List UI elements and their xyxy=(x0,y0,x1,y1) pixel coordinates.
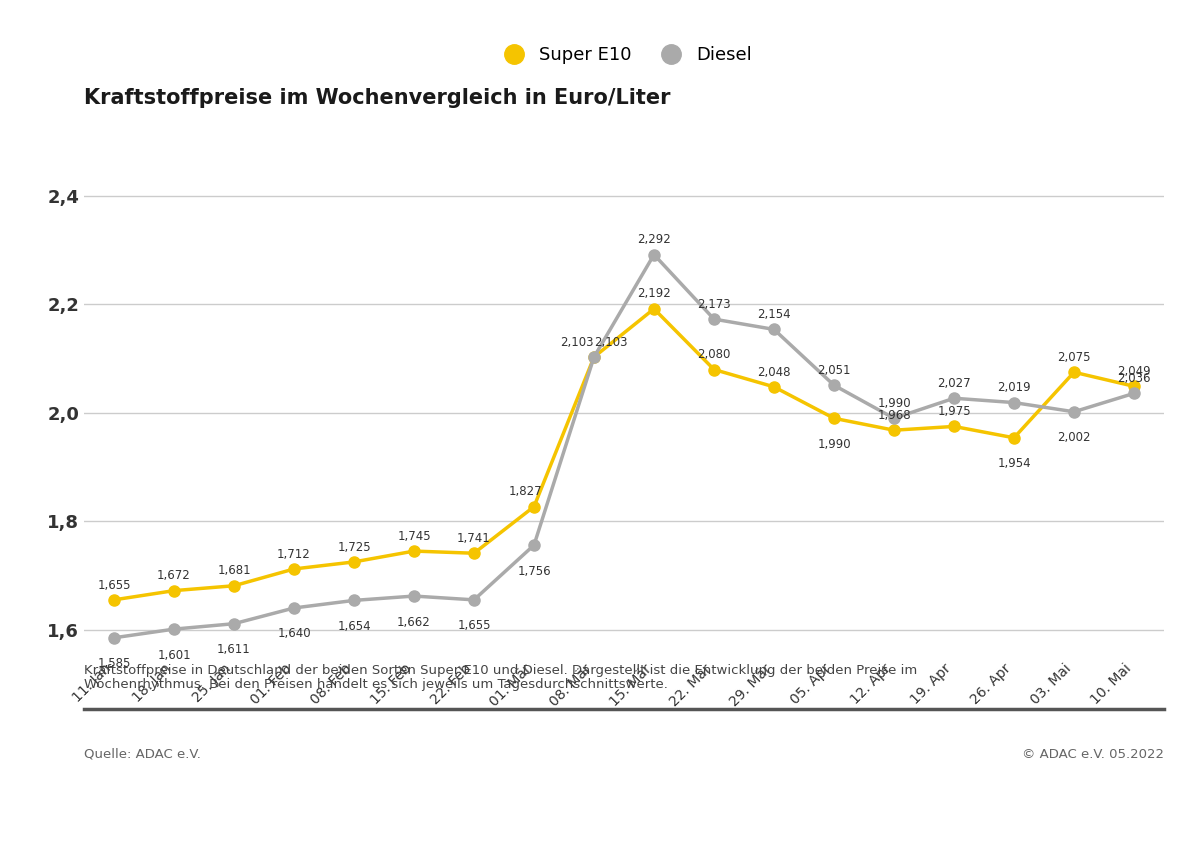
Text: 2,192: 2,192 xyxy=(637,287,671,301)
Diesel xyxy=(767,324,781,334)
Diesel xyxy=(707,314,721,324)
Text: 2,075: 2,075 xyxy=(1057,351,1091,364)
Super E10 xyxy=(107,594,121,605)
Text: 2,103: 2,103 xyxy=(594,336,628,349)
Diesel xyxy=(347,595,361,605)
Text: 1,640: 1,640 xyxy=(277,627,311,641)
Diesel xyxy=(227,619,241,629)
Text: 1,654: 1,654 xyxy=(337,620,371,633)
Super E10 xyxy=(1067,367,1081,377)
Text: 1,968: 1,968 xyxy=(877,409,911,422)
Super E10 xyxy=(347,557,361,567)
Text: 1,712: 1,712 xyxy=(277,547,311,561)
Super E10 xyxy=(227,581,241,591)
Text: 1,601: 1,601 xyxy=(157,648,191,662)
Text: 1,655: 1,655 xyxy=(457,620,491,632)
Text: 2,080: 2,080 xyxy=(697,349,731,361)
Diesel xyxy=(647,249,661,259)
Text: 2,019: 2,019 xyxy=(997,381,1031,394)
Text: Wochenrhythmus. Bei den Preisen handelt es sich jeweils um Tagesdurchschnittswer: Wochenrhythmus. Bei den Preisen handelt … xyxy=(84,678,668,691)
Diesel xyxy=(167,624,181,634)
Text: 2,103: 2,103 xyxy=(560,336,594,349)
Text: 2,154: 2,154 xyxy=(757,308,791,321)
Super E10 xyxy=(1007,433,1021,443)
Text: © ADAC e.V. 05.2022: © ADAC e.V. 05.2022 xyxy=(1022,748,1164,761)
Text: 1,990: 1,990 xyxy=(817,438,851,450)
Super E10 xyxy=(767,381,781,392)
Text: Quelle: ADAC e.V.: Quelle: ADAC e.V. xyxy=(84,748,200,761)
Diesel xyxy=(1007,397,1021,408)
Diesel xyxy=(587,352,601,362)
Text: 1,975: 1,975 xyxy=(937,405,971,418)
Text: 2,051: 2,051 xyxy=(817,364,851,377)
Text: 2,049: 2,049 xyxy=(1117,365,1151,378)
Diesel xyxy=(1067,407,1081,417)
Text: 1,585: 1,585 xyxy=(97,658,131,670)
Text: 1,662: 1,662 xyxy=(397,616,431,628)
Text: 1,954: 1,954 xyxy=(997,457,1031,470)
Legend: Super E10, Diesel: Super E10, Diesel xyxy=(488,39,760,71)
Text: Kraftstoffpreise in Deutschland der beiden Sorten Super E10 und Diesel. Dargeste: Kraftstoffpreise in Deutschland der beid… xyxy=(84,663,917,677)
Super E10 xyxy=(947,421,961,431)
Text: 1,756: 1,756 xyxy=(517,564,551,578)
Text: 1,827: 1,827 xyxy=(509,485,542,498)
Diesel xyxy=(287,603,301,613)
Text: 2,048: 2,048 xyxy=(757,365,791,379)
Text: 1,672: 1,672 xyxy=(157,569,191,583)
Text: 1,990: 1,990 xyxy=(877,397,911,410)
Text: 2,292: 2,292 xyxy=(637,233,671,246)
Diesel xyxy=(467,594,481,605)
Text: 1,681: 1,681 xyxy=(217,564,251,578)
Diesel xyxy=(827,381,841,391)
Text: 2,036: 2,036 xyxy=(1117,372,1151,385)
Super E10 xyxy=(707,365,721,375)
Diesel xyxy=(407,591,421,601)
Diesel xyxy=(527,540,541,550)
Text: 1,655: 1,655 xyxy=(97,578,131,592)
Super E10 xyxy=(167,585,181,595)
Diesel xyxy=(107,632,121,642)
Diesel xyxy=(1127,388,1141,398)
Text: 2,002: 2,002 xyxy=(1057,431,1091,445)
Text: 2,173: 2,173 xyxy=(697,298,731,311)
Text: 1,741: 1,741 xyxy=(457,532,491,545)
Super E10 xyxy=(827,413,841,424)
Super E10 xyxy=(407,546,421,556)
Super E10 xyxy=(587,352,601,362)
Diesel xyxy=(947,393,961,403)
Super E10 xyxy=(1127,381,1141,392)
Super E10 xyxy=(887,425,901,435)
Line: Super E10: Super E10 xyxy=(108,303,1140,605)
Text: 1,725: 1,725 xyxy=(337,541,371,553)
Super E10 xyxy=(287,564,301,574)
Super E10 xyxy=(467,548,481,558)
Text: Kraftstoffpreise im Wochenvergleich in Euro/Liter: Kraftstoffpreise im Wochenvergleich in E… xyxy=(84,88,671,109)
Text: 2,027: 2,027 xyxy=(937,377,971,390)
Text: 1,745: 1,745 xyxy=(397,530,431,543)
Line: Diesel: Diesel xyxy=(108,249,1140,643)
Diesel xyxy=(887,413,901,424)
Super E10 xyxy=(647,304,661,314)
Text: 1,611: 1,611 xyxy=(217,643,251,656)
Super E10 xyxy=(527,502,541,512)
